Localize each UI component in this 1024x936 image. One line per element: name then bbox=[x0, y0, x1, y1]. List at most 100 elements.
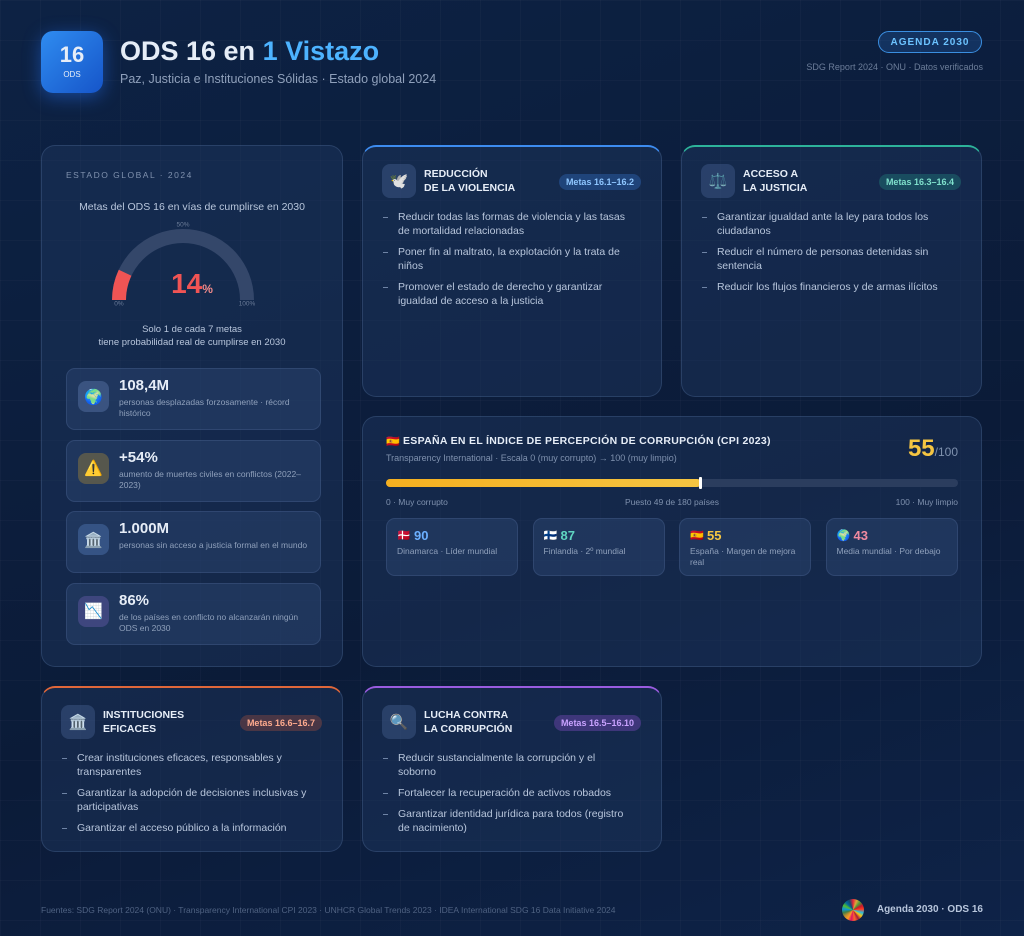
card-item: Promover el estado de derecho y garantiz… bbox=[398, 281, 603, 307]
badge-label: ODS bbox=[63, 70, 81, 79]
cpi-bar bbox=[386, 479, 701, 487]
scale-center: Puesto 49 de 180 países bbox=[624, 497, 720, 507]
stat-value: +54% bbox=[119, 448, 158, 466]
card-tag: Metas 16.5–16.10 bbox=[553, 715, 641, 731]
stat-icon: 📉 bbox=[78, 595, 109, 627]
scale-right: 100 · Muy limpio bbox=[895, 497, 958, 507]
card-title: ACCESO A bbox=[743, 168, 799, 180]
badge bbox=[41, 31, 103, 93]
goal-card bbox=[41, 686, 343, 852]
goal-card bbox=[362, 145, 662, 397]
cpi-score-suffix: /100 bbox=[934, 445, 958, 459]
country-flag: 🇫🇮 bbox=[543, 530, 558, 542]
card-title: LA JUSTICIA bbox=[743, 181, 808, 194]
stat-icon: 🏛️ bbox=[78, 524, 109, 555]
country-card bbox=[825, 518, 958, 576]
country-label: España · Margen de mejora real bbox=[690, 546, 796, 567]
country-flag: 🌍 bbox=[836, 530, 851, 542]
stat-label: personas desplazadas forzosamente · réco… bbox=[119, 397, 290, 418]
gauge-note: Solo 1 de cada 7 metas bbox=[142, 324, 242, 335]
bullet-arrow bbox=[702, 252, 707, 253]
gauge-caption: Metas del ODS 16 en vías de cumplirse en… bbox=[79, 201, 305, 213]
gauge-note: tiene probabilidad real de cumplirse en … bbox=[98, 337, 286, 348]
card-title: DE LA VIOLENCIA bbox=[424, 181, 516, 194]
stat-value: 108,4M bbox=[119, 377, 170, 394]
card-title: INSTITUCIONES bbox=[103, 709, 185, 721]
bullet-arrow bbox=[702, 217, 707, 218]
card-item: Reducir sustancialmente la corrupción y … bbox=[398, 752, 596, 778]
country-flag: 🇪🇸 bbox=[690, 530, 704, 542]
stat-card bbox=[66, 511, 321, 573]
stat-label: de los países en conflicto no alcanzarán… bbox=[119, 611, 299, 633]
gauge-unit: % bbox=[202, 282, 213, 296]
card-icon: 🔍 bbox=[382, 705, 416, 739]
card-item: Garantizar identidad jurídica para todos… bbox=[398, 808, 624, 834]
bullet-arrow bbox=[62, 828, 67, 829]
gauge-number: 14 bbox=[171, 268, 203, 299]
country-flag: 🇩🇰 bbox=[397, 530, 411, 542]
card-icon: 🕊️ bbox=[382, 164, 416, 198]
card-tag: Metas 16.6–16.7 bbox=[239, 715, 322, 731]
eyebrow: ESTADO GLOBAL · 2024 bbox=[66, 170, 193, 180]
country-score: 55 bbox=[707, 528, 722, 543]
bullet-arrow bbox=[383, 758, 388, 759]
card-icon: 🏛️ bbox=[61, 705, 95, 739]
bullet-arrow bbox=[702, 287, 707, 288]
card-item: Garantizar el acceso público a la inform… bbox=[77, 822, 287, 834]
stat-card bbox=[66, 439, 321, 502]
source-note: SDG Report 2024 · ONU · Datos verificado… bbox=[806, 62, 983, 72]
country-card bbox=[679, 518, 811, 576]
country-label: Media mundial · Por debajo bbox=[836, 546, 941, 556]
title-text: ODS 16 en bbox=[120, 36, 263, 66]
card-item: Reducir el número de personas detenidas … bbox=[717, 246, 929, 272]
card-title: LUCHA CONTRA bbox=[424, 709, 509, 721]
card-item: Reducir los flujos financieros y de arma… bbox=[717, 281, 938, 293]
bullet-arrow bbox=[383, 217, 388, 218]
stat-card bbox=[66, 368, 321, 430]
bullet-arrow bbox=[62, 758, 67, 759]
footer-brand: Agenda 2030 · ODS 16 bbox=[876, 904, 983, 915]
country-label: Dinamarca · Líder mundial bbox=[397, 546, 498, 556]
footer-sources: Fuentes: SDG Report 2024 (ONU) · Transpa… bbox=[41, 905, 616, 915]
stat-value: 86% bbox=[119, 591, 150, 609]
stat-label: aumento de muertes civiles en conflictos… bbox=[119, 468, 301, 490]
card-tag: Metas 16.1–16.2 bbox=[558, 174, 641, 190]
card-item: Poner fin al maltrato, la explotación y … bbox=[398, 246, 620, 272]
country-label: Finlandia · 2º mundial bbox=[543, 546, 626, 556]
cpi-subtitle: Transparency International · Escala 0 (m… bbox=[386, 453, 677, 463]
badge-number: 16 bbox=[59, 42, 85, 67]
card-item: Garantizar igualdad ante la ley para tod… bbox=[717, 211, 929, 237]
card-item: Reducir todas las formas de violencia y … bbox=[398, 211, 626, 237]
bullet-arrow bbox=[62, 793, 67, 794]
bullet-arrow bbox=[383, 252, 388, 253]
stat-icon: 🌍 bbox=[78, 381, 109, 412]
stat-icon: ⚠️ bbox=[78, 452, 109, 484]
cpi-panel bbox=[362, 416, 982, 667]
country-score: 90 bbox=[414, 528, 429, 543]
card-item: Crear instituciones eficaces, responsabl… bbox=[77, 752, 282, 778]
card-title: REDUCCIÓN bbox=[424, 168, 488, 180]
footer-logo bbox=[842, 899, 864, 921]
title-highlight: 1 Vistazo bbox=[262, 36, 380, 66]
card-icon: ⚖️ bbox=[701, 164, 735, 198]
card-title: EFICACES bbox=[103, 722, 157, 735]
subtitle: Paz, Justicia e Instituciones Sólidas · … bbox=[120, 72, 437, 86]
goal-card bbox=[681, 145, 982, 397]
bullet-arrow bbox=[383, 793, 388, 794]
stat-label: personas sin acceso a justicia formal en… bbox=[119, 540, 308, 550]
stat-card bbox=[66, 582, 321, 645]
cpi-marker bbox=[698, 477, 702, 489]
bullet-arrow bbox=[383, 814, 388, 815]
cpi-title: ESPAÑA EN EL ÍNDICE DE PERCEPCIÓN DE COR… bbox=[403, 435, 771, 447]
country-card bbox=[386, 518, 518, 576]
cpi-score-value: 55 bbox=[907, 435, 935, 462]
goal-card bbox=[362, 686, 662, 852]
stat-value: 1.000M bbox=[119, 520, 170, 537]
gauge-readout: 14% bbox=[41, 268, 343, 300]
card-tag: Metas 16.3–16.4 bbox=[878, 174, 961, 190]
card-item: Fortalecer la recuperación de activos ro… bbox=[398, 787, 612, 799]
scale-left: 0 · Muy corrupto bbox=[386, 497, 448, 507]
country-card bbox=[532, 518, 665, 576]
bullet-arrow bbox=[383, 287, 388, 288]
